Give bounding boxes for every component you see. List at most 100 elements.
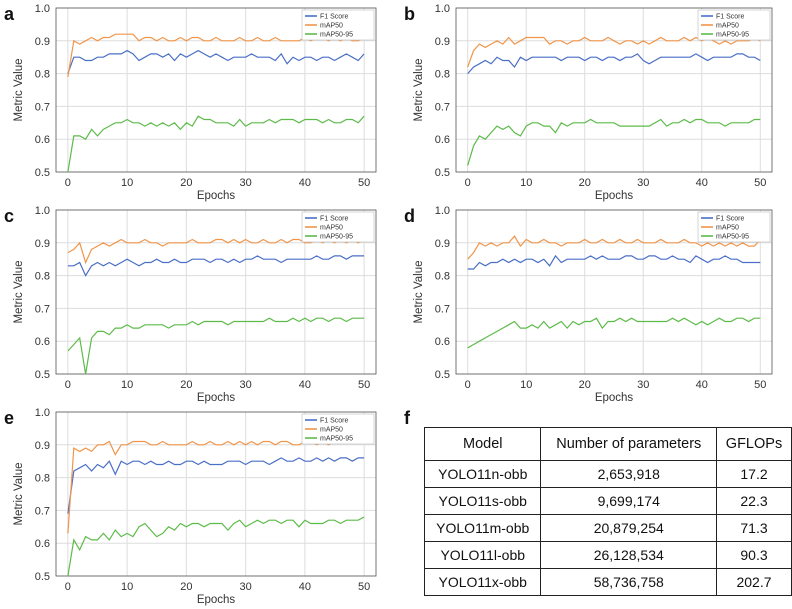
panel-letter-a: a <box>4 4 15 24</box>
table-header-cell: GFLOPs <box>716 427 792 461</box>
y-tick-label: 0.9 <box>35 238 50 250</box>
x-tick-label: 30 <box>637 177 649 189</box>
legend-label: mAP50 <box>320 23 343 30</box>
table-cell: YOLO11m-obb <box>423 514 542 542</box>
table-cell: YOLO11n-obb <box>423 460 542 488</box>
series-line-f1-score <box>467 254 761 270</box>
x-tick-label: 0 <box>65 581 71 593</box>
table-row: YOLO11m-obb 20,879,254 71.3 <box>423 514 792 542</box>
y-tick-label: 0.6 <box>35 336 50 348</box>
y-tick-label: 0.6 <box>435 134 450 146</box>
x-tick-label: 20 <box>579 379 591 391</box>
series-line-map50-95 <box>467 317 761 349</box>
panel-letter-f: f <box>404 408 410 428</box>
y-tick-label: 0.9 <box>35 440 50 452</box>
y-tick-label: 0.8 <box>35 271 50 283</box>
x-tick-label: 30 <box>240 177 252 189</box>
table-cell: 90.3 <box>716 541 792 569</box>
plot-frame <box>55 209 377 375</box>
plot-frame <box>455 7 773 173</box>
y-tick-label: 1.0 <box>435 3 450 15</box>
table-cell: 17.2 <box>716 460 792 488</box>
series-line-map50 <box>467 235 761 260</box>
legend-label: F1 Score <box>320 14 349 21</box>
panel-letter-b: b <box>404 4 415 24</box>
chart-c: 0.5 0.6 0.7 0.8 0.9 1.0 0 10 20 30 40 50 Epochs Metri… <box>13 205 377 404</box>
table-cell: 202.7 <box>716 568 792 596</box>
table-cell: 9,699,174 <box>540 487 718 515</box>
y-tick-label: 0.5 <box>435 369 450 381</box>
y-tick-label: 0.8 <box>35 473 50 485</box>
chart-b: 0.5 0.6 0.7 0.8 0.9 1.0 0 10 20 30 40 50 Epochs Metri… <box>413 3 773 202</box>
panel-letter-c: c <box>4 206 15 226</box>
table-row: YOLO11n-obb 2,653,918 17.2 <box>423 460 792 488</box>
x-tick-label: 20 <box>180 581 192 593</box>
y-axis-label: Metric Value <box>13 260 25 323</box>
y-axis-label: Metric Value <box>413 260 425 323</box>
panel-letter-e: e <box>4 408 15 428</box>
y-tick-label: 1.0 <box>435 205 450 217</box>
panel-letter-d: d <box>404 206 415 226</box>
series-line-f1-score <box>67 457 365 514</box>
x-tick-label: 30 <box>240 379 252 391</box>
series-line-map50-95 <box>67 115 365 173</box>
table-cell: YOLO11s-obb <box>423 487 542 515</box>
x-tick-label: 40 <box>299 379 311 391</box>
legend-label: mAP50 <box>320 225 343 232</box>
y-tick-label: 0.9 <box>35 36 50 48</box>
x-tick-label: 50 <box>358 581 370 593</box>
legend-label: mAP50-95 <box>320 32 353 39</box>
table-cell: 2,653,918 <box>540 460 718 488</box>
chart-a: 0.5 0.6 0.7 0.8 0.9 1.0 0 10 20 30 40 50 Epochs Metri… <box>13 3 377 202</box>
y-tick-label: 0.8 <box>435 69 450 81</box>
chart-d: 0.5 0.6 0.7 0.8 0.9 1.0 0 10 20 30 40 50 Epochs Metri… <box>413 205 773 404</box>
chart-legend: F1 Score mAP50 mAP50-95 <box>301 9 375 41</box>
series-line-f1-score <box>67 255 365 277</box>
x-tick-label: 50 <box>754 177 766 189</box>
x-tick-label: 20 <box>180 379 192 391</box>
y-tick-label: 0.7 <box>435 303 450 315</box>
y-tick-label: 0.7 <box>435 101 450 113</box>
legend-label: F1 Score <box>716 216 745 223</box>
y-tick-label: 0.6 <box>435 336 450 348</box>
x-tick-label: 0 <box>465 379 471 391</box>
table-header-cell: Model <box>423 427 542 461</box>
chart-legend: F1 Score mAP50 mAP50-95 <box>697 211 771 243</box>
x-tick-label: 50 <box>754 379 766 391</box>
x-tick-label: 30 <box>637 379 649 391</box>
y-tick-label: 0.5 <box>35 167 50 179</box>
legend-label: mAP50-95 <box>320 436 353 443</box>
legend-label: F1 Score <box>716 14 745 21</box>
y-tick-label: 0.8 <box>435 271 450 283</box>
x-tick-label: 50 <box>358 177 370 189</box>
x-tick-label: 10 <box>520 379 532 391</box>
table-cell: 58,736,758 <box>540 568 718 596</box>
table-cell: 26,128,534 <box>540 541 718 569</box>
table-cell: 20,879,254 <box>540 514 718 542</box>
chart-e: 0.5 0.6 0.7 0.8 0.9 1.0 0 10 20 30 40 50 Epochs Metri… <box>13 407 377 606</box>
legend-label: F1 Score <box>320 216 349 223</box>
legend-label: mAP50-95 <box>716 32 749 39</box>
x-tick-label: 10 <box>121 379 133 391</box>
chart-legend: F1 Score mAP50 mAP50-95 <box>301 211 375 243</box>
y-tick-label: 0.5 <box>35 571 50 583</box>
y-tick-label: 0.6 <box>35 538 50 550</box>
y-tick-label: 1.0 <box>35 407 50 419</box>
x-tick-label: 30 <box>240 581 252 593</box>
plot-frame <box>55 7 377 173</box>
y-tick-label: 0.6 <box>35 134 50 146</box>
legend-label: mAP50 <box>716 225 739 232</box>
plot-frame <box>455 209 773 375</box>
series-line-map50-95 <box>67 317 365 375</box>
x-tick-label: 0 <box>65 177 71 189</box>
series-line-map50-95 <box>467 118 761 166</box>
series-line-f1-score <box>67 49 365 74</box>
table-cell: YOLO11x-obb <box>423 568 542 596</box>
table-header-cell: Number of parameters <box>540 427 718 461</box>
x-tick-label: 0 <box>465 177 471 189</box>
x-tick-label: 20 <box>579 177 591 189</box>
y-tick-label: 0.7 <box>35 101 50 113</box>
x-tick-label: 20 <box>180 177 192 189</box>
table-cell: 22.3 <box>716 487 792 515</box>
legend-label: F1 Score <box>320 418 349 425</box>
